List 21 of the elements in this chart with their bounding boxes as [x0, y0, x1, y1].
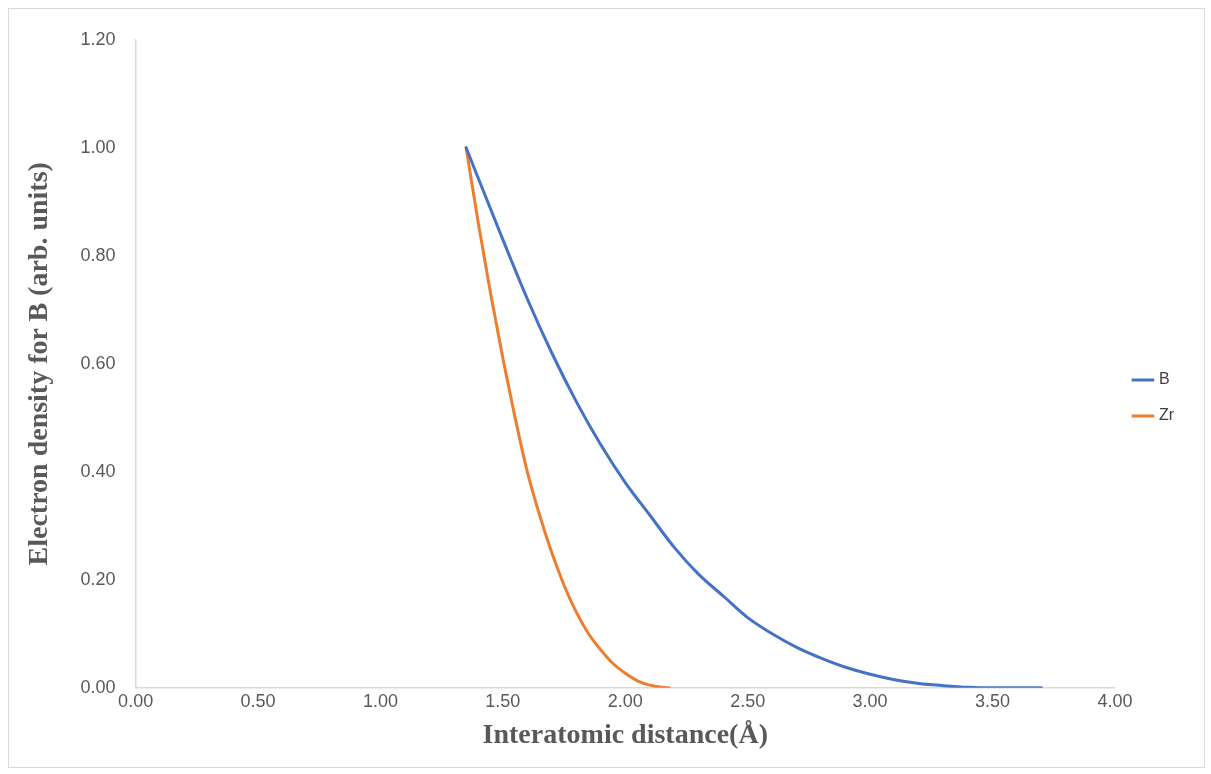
x-tick-label: 2.00: [607, 690, 643, 711]
legend-label: Zr: [1158, 406, 1175, 424]
y-tick-label: 0.40: [80, 460, 116, 481]
x-tick-label: 0.00: [118, 690, 154, 711]
y-tick-label: 1.00: [80, 136, 116, 157]
x-tick-label: 3.00: [852, 690, 888, 711]
y-tick-label: 0.60: [80, 352, 116, 373]
y-tick-label: 0.00: [80, 676, 116, 697]
x-tick-label: 4.00: [1097, 690, 1133, 711]
y-axis-title: Electron density for B (arb. units): [22, 162, 54, 566]
y-tick-label: 0.80: [80, 244, 116, 265]
x-tick-label: 0.50: [240, 690, 276, 711]
x-tick-label: 2.50: [730, 690, 766, 711]
x-axis-title: Interatomic distance(Å): [482, 718, 768, 750]
x-tick-label: 1.50: [485, 690, 521, 711]
y-tick-label: 0.20: [80, 568, 116, 589]
legend-label: B: [1158, 370, 1170, 388]
x-tick-label: 3.50: [974, 690, 1011, 711]
x-tick-label: 1.00: [362, 690, 398, 711]
line-series: [464, 146, 1043, 688]
y-tick-label: 1.20: [80, 28, 116, 49]
